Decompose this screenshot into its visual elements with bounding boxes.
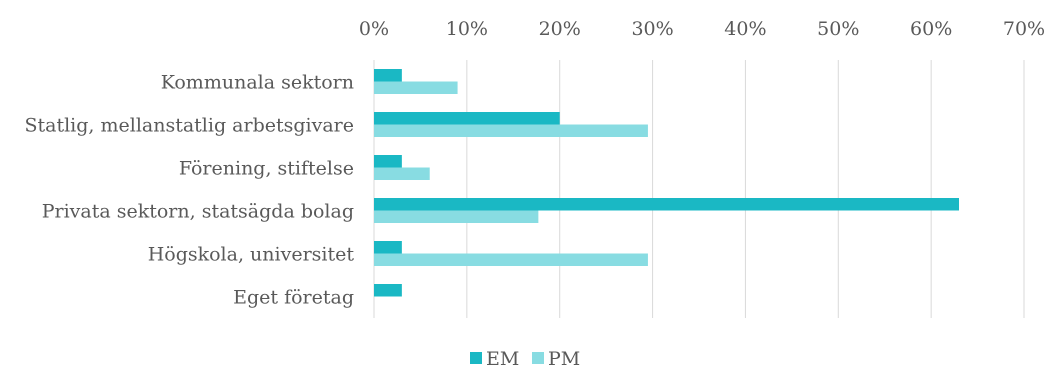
x-axis-tick-labels: 0% 10% 20% 30% 40% 50% 60% 70% — [359, 18, 1045, 40]
category-label: Privata sektorn, statsägda bolag — [42, 201, 354, 223]
x-tick-label: 40% — [724, 18, 766, 40]
legend: EM PM — [470, 348, 580, 370]
grid-lines — [373, 60, 1025, 318]
category-label: Kommunala sektorn — [161, 72, 354, 94]
bar-em — [374, 284, 402, 297]
x-tick-label: 20% — [539, 18, 581, 40]
x-tick-label: 10% — [446, 18, 488, 40]
legend-swatch-pm — [532, 352, 544, 364]
bar-em — [374, 241, 402, 254]
x-tick-label: 70% — [1003, 18, 1045, 40]
bar-em — [374, 198, 959, 211]
x-tick-label: 30% — [631, 18, 673, 40]
category-labels: Kommunala sektorn Statlig, mellanstatlig … — [24, 72, 354, 309]
x-tick-label: 60% — [910, 18, 952, 40]
bar-em — [374, 155, 402, 168]
bar-em — [374, 112, 560, 125]
legend-label-pm: PM — [548, 348, 580, 370]
bar-pm — [374, 210, 539, 223]
bars — [374, 69, 959, 297]
bar-pm — [374, 124, 648, 137]
bar-pm — [374, 81, 458, 94]
bar-pm — [374, 167, 430, 180]
legend-label-em: EM — [486, 348, 519, 370]
x-tick-label: 0% — [359, 18, 389, 40]
bar-pm — [374, 253, 648, 266]
category-label: Förening, stiftelse — [179, 158, 354, 180]
x-tick-label: 50% — [817, 18, 859, 40]
category-label: Eget företag — [233, 287, 354, 309]
category-label: Statlig, mellanstatlig arbetsgivare — [24, 115, 354, 137]
bar-em — [374, 69, 402, 82]
legend-swatch-em — [470, 352, 482, 364]
category-label: Högskola, universitet — [148, 244, 355, 266]
